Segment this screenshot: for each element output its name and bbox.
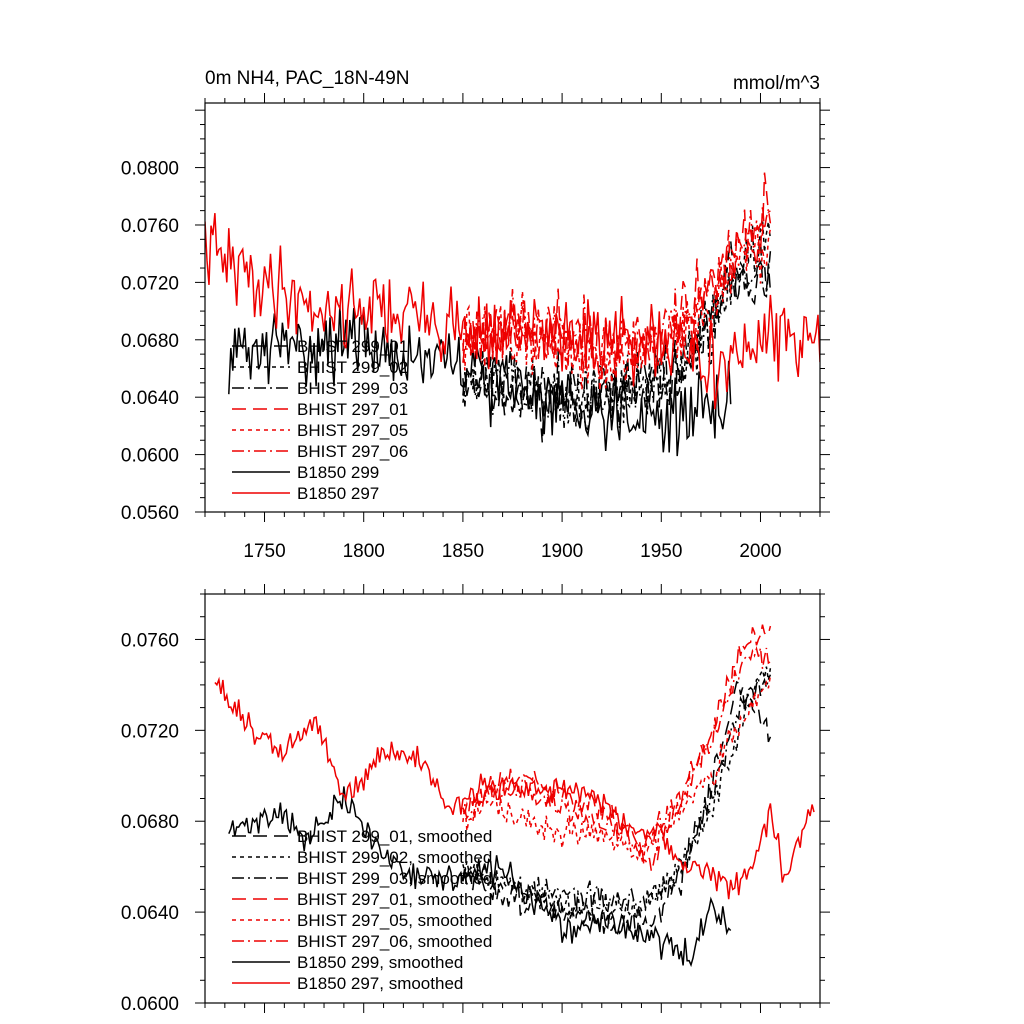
x-tick-label: 1750 — [243, 541, 285, 562]
series-line-0 — [462, 240, 772, 443]
legend-label: B1850 297, smoothed — [297, 974, 463, 993]
series-line-7 — [205, 213, 820, 410]
plot-frame — [204, 102, 821, 513]
y-tick-label: 0.0720 — [121, 721, 179, 742]
series-group — [205, 172, 820, 457]
legend: BHIST 299_01 BHIST 299_02 BHIST 299_03 BHIS… — [232, 337, 408, 503]
top-panel: 1750 1800 1850 1900 1950 2000 0.0560 0.0600 0.06… — [121, 93, 830, 562]
legend-label: BHIST 299_01 — [297, 337, 408, 356]
units-label: mmol/m^3 — [733, 73, 820, 94]
legend-label: B1850 299 — [297, 463, 379, 482]
series-line-5 — [462, 645, 771, 853]
y-tick-label: 0.0760 — [121, 216, 179, 237]
y-tick-label: 0.0600 — [121, 446, 179, 467]
x-tick-label: 1850 — [442, 541, 484, 562]
y-tick-label: 0.0760 — [121, 630, 179, 651]
legend: BHIST 299_01, smoothed BHIST 299_02, smoo… — [232, 827, 492, 993]
legend-label: BHIST 299_01, smoothed — [297, 827, 492, 846]
legend-label: BHIST 299_02 — [297, 358, 408, 377]
legend-label: BHIST 297_01, smoothed — [297, 890, 492, 909]
series-line-7 — [214, 676, 815, 900]
series-group — [214, 624, 815, 968]
series-line-4 — [462, 220, 772, 390]
legend-label: B1850 299, smoothed — [297, 953, 463, 972]
y-tick-label: 0.0640 — [121, 903, 179, 924]
series-line-6 — [228, 305, 732, 457]
bottom-panel: 0.0600 0.0640 0.0680 0.0720 0.0760 BHIST 299_… — [121, 584, 830, 1015]
x-tick-label: 2000 — [739, 541, 781, 562]
legend-label: BHIST 297_06 — [297, 442, 408, 461]
series-line-3 — [462, 624, 772, 872]
legend-label: BHIST 297_01 — [297, 400, 408, 419]
x-tick-label: 1950 — [640, 541, 682, 562]
legend-label: B1850 297 — [297, 484, 379, 503]
y-tick-label: 0.0680 — [121, 812, 179, 833]
series-line-4 — [462, 675, 772, 865]
x-tick-label: 1900 — [541, 541, 583, 562]
series-line-5 — [462, 206, 772, 390]
legend-label: BHIST 299_03 — [297, 379, 408, 398]
series-line-6 — [228, 786, 732, 968]
chart-title: 0m NH4, PAC_18N-49N — [205, 68, 410, 89]
series-line-0 — [462, 680, 772, 937]
y-tick-label: 0.0640 — [121, 388, 179, 409]
y-tick-label: 0.0600 — [121, 994, 179, 1015]
legend-label: BHIST 297_05, smoothed — [297, 911, 492, 930]
legend-label: BHIST 297_05 — [297, 421, 408, 440]
series-line-1 — [462, 219, 772, 427]
y-tick-label: 0.0680 — [121, 331, 179, 352]
x-tick-label: 1800 — [343, 541, 385, 562]
legend-label: BHIST 299_03, smoothed — [297, 869, 492, 888]
legend-label: BHIST 299_02, smoothed — [297, 848, 492, 867]
y-tick-label: 0.0800 — [121, 159, 179, 180]
y-tick-label: 0.0720 — [121, 273, 179, 294]
legend-label: BHIST 297_06, smoothed — [297, 932, 492, 951]
y-tick-label: 0.0560 — [121, 503, 179, 524]
